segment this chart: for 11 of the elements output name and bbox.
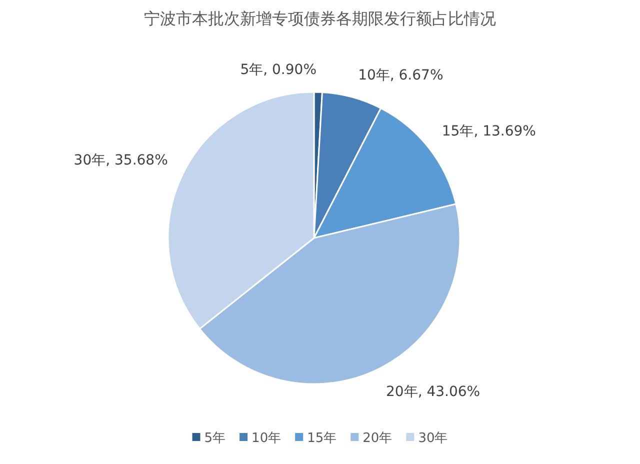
legend-label: 5年	[204, 431, 226, 446]
legend-label: 15年	[307, 431, 337, 446]
data-label: 15年, 13.69%	[442, 123, 536, 140]
chart-title: 宁波市本批次新增专项债券各期限发行额占比情况	[144, 9, 496, 28]
legend-label: 10年	[252, 431, 282, 446]
data-label: 20年, 43.06%	[386, 384, 480, 400]
data-label: 30年, 35.68%	[74, 152, 168, 168]
legend-label: 20年	[362, 431, 392, 446]
data-label: 10年, 6.67%	[358, 68, 444, 84]
legend-label: 30年	[418, 431, 448, 446]
data-label: 5年, 0.90%	[240, 62, 317, 78]
